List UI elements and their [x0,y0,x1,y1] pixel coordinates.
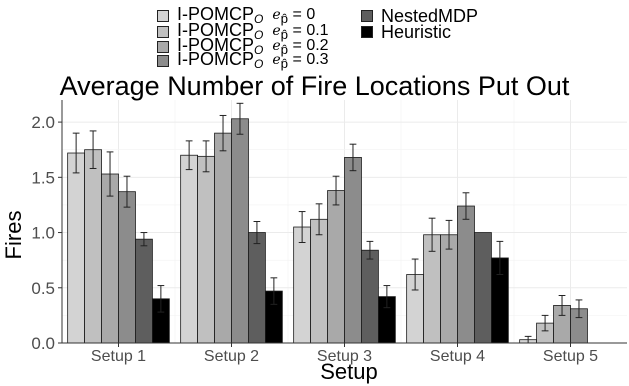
legend-label: I-POMCPO [177,34,264,57]
legend-param: ep̂ = 0.1 [272,21,329,43]
bar [327,190,345,344]
error-bar [89,130,97,169]
legend-label: I-POMCPO [177,48,264,71]
error-bar [298,211,306,243]
error-bar [366,240,374,260]
error-bar [140,232,148,247]
legend-swatch [157,26,169,38]
bar [197,155,215,344]
x-tick-label: Setup 5 [543,348,598,365]
bar [118,191,136,344]
error-bar [106,151,114,197]
y-tick-label: 1.5 [31,168,55,187]
error-bar [157,285,165,313]
error-bar [445,219,453,250]
legend-param: ep̂ = 0 [272,5,316,27]
legend-swatch [361,10,373,22]
error-bar [558,295,566,316]
legend-param: ep̂ = 0.2 [272,36,329,58]
y-tick-label: 1.0 [31,224,55,243]
bar [135,238,153,344]
error-bar [349,143,357,172]
legend-item-ipomcp-0.2: I-POMCPO ep̂ = 0.2 [157,34,329,58]
legend-label: I-POMCPO [177,19,264,42]
error-bar [253,221,261,245]
error-bar [185,140,193,171]
x-tick-label: Setup 2 [204,348,259,365]
error-bar [123,175,131,208]
bar [344,157,362,344]
legend-swatch [157,41,169,53]
bar [457,205,475,344]
error-bar [219,114,227,152]
error-bar [575,299,583,319]
bars [67,118,588,344]
x-axis-title: Setup [320,359,378,384]
bar [214,132,232,344]
legend-item-nestedmdp: NestedMDP [361,6,479,26]
error-bar [270,277,278,305]
legend-label: NestedMDP [381,6,479,26]
bar [361,249,379,344]
legend-item-heuristic: Heuristic [361,22,452,42]
bar [248,232,266,344]
axes: 0.0 0.5 1.0 1.5 2.0 Setup 1 Setup 2 Setup 3 Setu… [31,100,627,365]
error-bar [411,258,419,291]
legend-item-ipomcp-0: I-POMCPO ep̂ = 0 [157,3,316,27]
legend-item-ipomcp-0.3: I-POMCPO ep̂ = 0.3 [157,48,329,72]
y-tick-label: 2.0 [31,113,55,132]
error-bar [496,240,504,276]
error-bar [202,140,210,173]
error-bar [428,217,436,252]
bar [310,218,328,344]
bar [180,154,198,344]
bar [440,234,458,344]
error-bar [315,203,323,236]
error-bar [383,285,391,309]
legend-item-ipomcp-0.1: I-POMCPO ep̂ = 0.1 [157,19,329,43]
error-bar [541,314,549,332]
x-tick-label: Setup 1 [91,348,146,365]
error-bar [236,102,244,135]
y-tick-label: 0.0 [31,334,55,353]
legend-swatch [157,55,169,67]
bar [293,226,311,344]
error-bar [72,132,80,174]
legend-param: ep̂ = 0.3 [272,50,329,72]
error-bar [462,192,470,220]
bar [67,152,86,344]
y-axis-title: Fires [1,211,26,260]
bar [474,232,492,344]
legend: I-POMCPO ep̂ = 0 I-POMCPO ep̂ = 0.1 I-PO… [0,0,629,72]
bar [101,173,119,344]
legend-swatch [361,26,373,38]
chart-title: Average Number of Fire Locations Put Out [59,71,570,101]
legend-label: Heuristic [381,22,452,42]
x-tick-label: Setup 4 [430,348,485,365]
error-bar [332,175,340,206]
legend-label: I-POMCPO [177,3,264,26]
x-tick-label: Setup 3 [317,348,372,365]
y-tick-label: 0.5 [31,279,55,298]
bar [84,149,102,344]
error-bars [72,102,583,344]
bar [231,118,249,344]
legend-swatch [157,10,169,22]
